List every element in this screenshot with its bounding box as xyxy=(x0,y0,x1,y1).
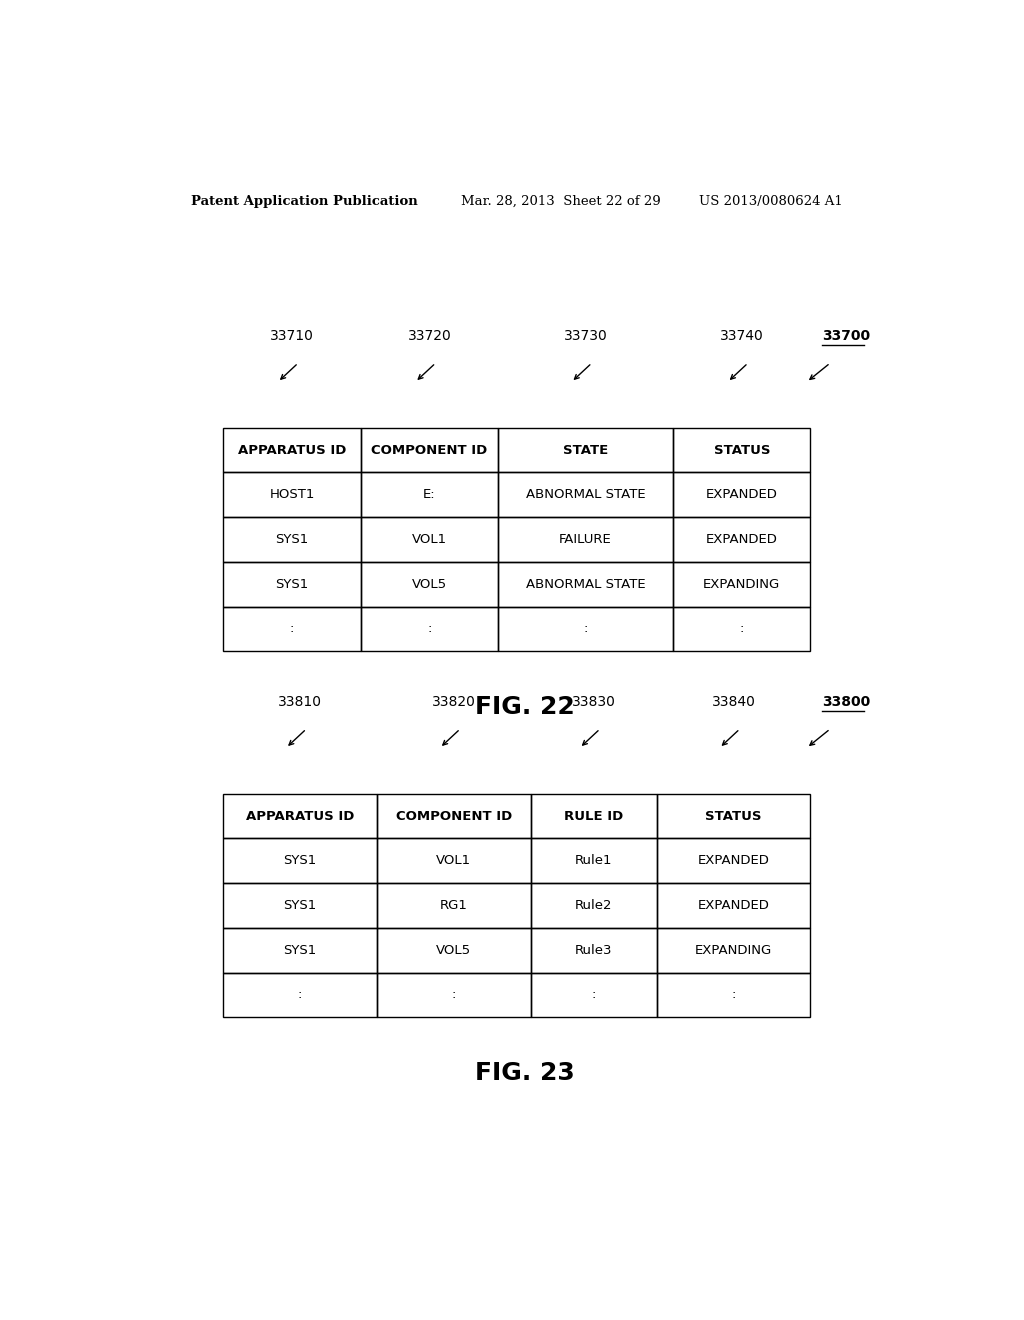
Bar xyxy=(530,928,656,973)
Bar xyxy=(498,473,673,517)
Text: COMPONENT ID: COMPONENT ID xyxy=(396,809,512,822)
Bar xyxy=(377,838,530,883)
Text: :: : xyxy=(452,989,456,1002)
Bar xyxy=(360,428,498,473)
Bar xyxy=(656,838,811,883)
Bar xyxy=(223,562,360,607)
Bar xyxy=(656,793,811,838)
Bar xyxy=(223,428,360,473)
Text: :: : xyxy=(731,989,736,1002)
Text: HOST1: HOST1 xyxy=(269,488,314,502)
Text: EXPANDED: EXPANDED xyxy=(697,899,769,912)
Text: STATUS: STATUS xyxy=(706,809,762,822)
Text: Rule1: Rule1 xyxy=(575,854,612,867)
Text: EXPANDING: EXPANDING xyxy=(703,578,780,591)
Bar xyxy=(223,607,360,651)
Bar xyxy=(530,883,656,928)
Text: VOL5: VOL5 xyxy=(412,578,446,591)
Text: 33720: 33720 xyxy=(408,329,452,343)
Bar xyxy=(673,607,811,651)
Text: Mar. 28, 2013  Sheet 22 of 29: Mar. 28, 2013 Sheet 22 of 29 xyxy=(461,194,662,207)
Text: RG1: RG1 xyxy=(440,899,468,912)
Text: SYS1: SYS1 xyxy=(275,533,308,546)
Text: 33740: 33740 xyxy=(720,329,764,343)
Text: 33820: 33820 xyxy=(432,694,476,709)
Bar xyxy=(656,883,811,928)
Text: :: : xyxy=(290,623,294,635)
Bar xyxy=(223,473,360,517)
Text: 33700: 33700 xyxy=(822,329,870,343)
Text: Rule2: Rule2 xyxy=(575,899,612,912)
Bar xyxy=(360,517,498,562)
Text: EXPANDED: EXPANDED xyxy=(697,854,769,867)
Bar xyxy=(377,793,530,838)
Bar xyxy=(673,562,811,607)
Text: :: : xyxy=(592,989,596,1002)
Text: 33730: 33730 xyxy=(563,329,607,343)
Text: APPARATUS ID: APPARATUS ID xyxy=(246,809,354,822)
Text: SYS1: SYS1 xyxy=(275,578,308,591)
Text: 33800: 33800 xyxy=(822,694,870,709)
Text: E:: E: xyxy=(423,488,435,502)
Bar xyxy=(498,517,673,562)
Bar xyxy=(223,883,377,928)
Bar xyxy=(530,793,656,838)
Bar xyxy=(498,428,673,473)
Text: FIG. 22: FIG. 22 xyxy=(475,696,574,719)
Bar xyxy=(530,973,656,1018)
Text: EXPANDING: EXPANDING xyxy=(695,944,772,957)
Text: STATUS: STATUS xyxy=(714,444,770,457)
Text: US 2013/0080624 A1: US 2013/0080624 A1 xyxy=(699,194,843,207)
Text: SYS1: SYS1 xyxy=(284,899,316,912)
Text: COMPONENT ID: COMPONENT ID xyxy=(372,444,487,457)
Text: :: : xyxy=(584,623,588,635)
Text: 33810: 33810 xyxy=(279,694,323,709)
Bar xyxy=(530,838,656,883)
Bar xyxy=(360,607,498,651)
Bar xyxy=(223,973,377,1018)
Bar xyxy=(673,517,811,562)
Bar xyxy=(377,973,530,1018)
Bar xyxy=(223,517,360,562)
Bar xyxy=(656,973,811,1018)
Text: :: : xyxy=(427,623,431,635)
Text: STATE: STATE xyxy=(563,444,608,457)
Bar xyxy=(360,473,498,517)
Bar xyxy=(223,838,377,883)
Text: ABNORMAL STATE: ABNORMAL STATE xyxy=(525,488,645,502)
Text: 33840: 33840 xyxy=(712,694,756,709)
Text: Rule3: Rule3 xyxy=(575,944,612,957)
Text: EXPANDED: EXPANDED xyxy=(706,533,777,546)
Bar xyxy=(498,607,673,651)
Text: ABNORMAL STATE: ABNORMAL STATE xyxy=(525,578,645,591)
Bar xyxy=(673,428,811,473)
Text: Patent Application Publication: Patent Application Publication xyxy=(191,194,418,207)
Bar xyxy=(498,562,673,607)
Bar xyxy=(377,928,530,973)
Text: VOL1: VOL1 xyxy=(436,854,471,867)
Bar xyxy=(673,473,811,517)
Bar xyxy=(223,793,377,838)
Text: SYS1: SYS1 xyxy=(284,854,316,867)
Text: :: : xyxy=(298,989,302,1002)
Text: VOL1: VOL1 xyxy=(412,533,446,546)
Bar xyxy=(656,928,811,973)
Text: EXPANDED: EXPANDED xyxy=(706,488,777,502)
Text: :: : xyxy=(739,623,744,635)
Text: 33830: 33830 xyxy=(571,694,615,709)
Text: 33710: 33710 xyxy=(270,329,314,343)
Text: VOL5: VOL5 xyxy=(436,944,471,957)
Bar xyxy=(360,562,498,607)
Text: FIG. 23: FIG. 23 xyxy=(475,1061,574,1085)
Text: FAILURE: FAILURE xyxy=(559,533,612,546)
Text: SYS1: SYS1 xyxy=(284,944,316,957)
Bar xyxy=(377,883,530,928)
Bar xyxy=(223,928,377,973)
Text: APPARATUS ID: APPARATUS ID xyxy=(238,444,346,457)
Text: RULE ID: RULE ID xyxy=(564,809,624,822)
